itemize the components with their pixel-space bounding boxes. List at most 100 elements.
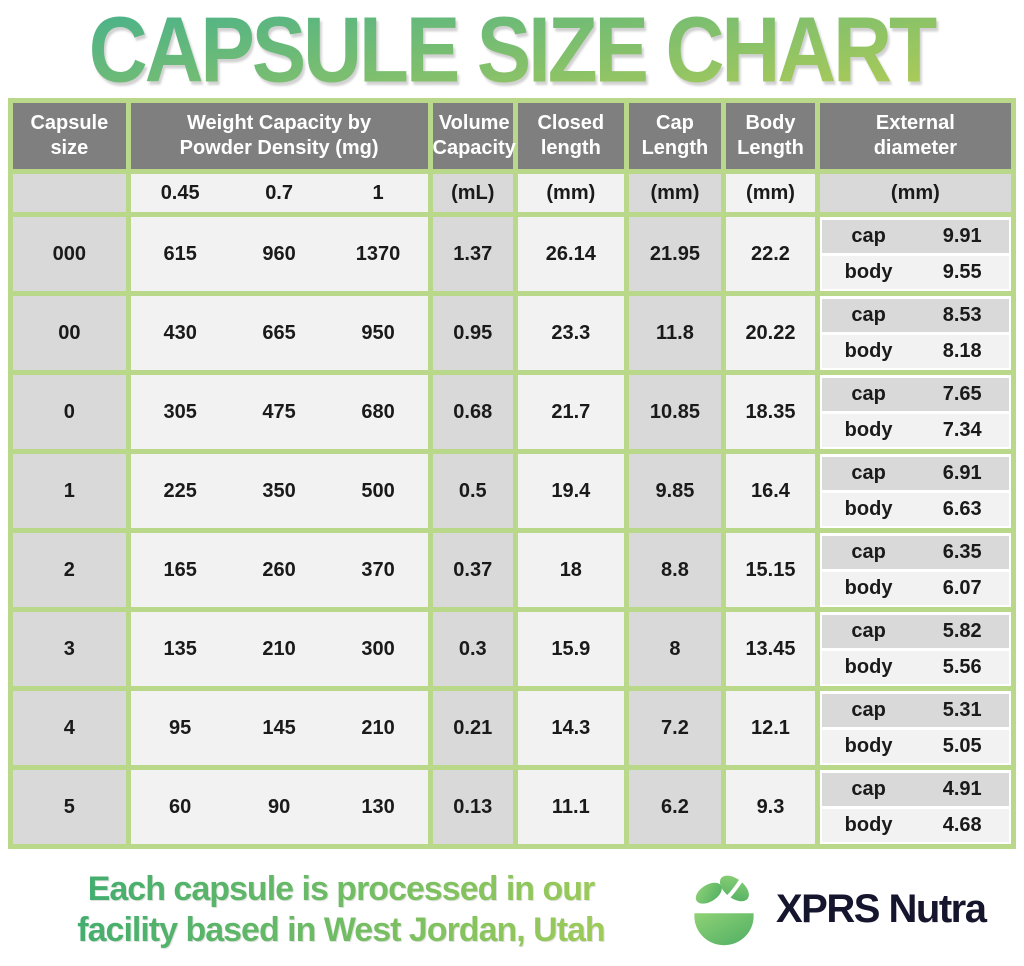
header-body-length: Body Length	[726, 103, 815, 169]
footer-tagline: Each capsule is processed in our facilit…	[10, 869, 672, 951]
volume-capacity-cell: 0.13	[432, 770, 513, 844]
weight-at-0.45: 135	[163, 637, 197, 660]
leaf-bowl-icon	[694, 875, 754, 945]
weight-values-cell: 615 960 1370	[130, 217, 428, 291]
weight-at-0.45: 225	[163, 479, 197, 502]
body-length-cell: 13.45	[726, 612, 815, 686]
header-closed-length-label: Closed length	[537, 112, 605, 159]
weight-values-cell: 305 475 680	[130, 375, 428, 449]
weight-at-1: 500	[361, 479, 395, 502]
title-banner: CAPSULE SIZE CHART	[0, 0, 1024, 98]
external-cap-row: cap 5.31	[821, 693, 1009, 727]
body-length-cell: 22.2	[726, 217, 815, 291]
unit-capsule-size-blank	[13, 174, 126, 212]
header-weight-capacity-label: Weight Capacity by Powder Density (mg)	[179, 112, 379, 159]
external-cap-row: cap 7.65	[821, 377, 1009, 411]
external-cap-label: cap	[851, 461, 886, 484]
weight-at-0.7: 475	[262, 400, 296, 423]
external-body-label: body	[844, 497, 893, 520]
unit-body-length: (mm)	[726, 174, 815, 212]
weight-at-1: 680	[361, 400, 395, 423]
body-length-cell: 20.22	[726, 296, 815, 370]
unit-volume: (mL)	[432, 174, 513, 212]
volume-capacity-cell: 0.68	[432, 375, 513, 449]
page-title: CAPSULE SIZE CHART	[88, 0, 938, 102]
closed-length-cell: 14.3	[518, 691, 624, 765]
header-closed-length: Closed length	[518, 103, 624, 169]
volume-capacity-cell: 0.5	[432, 454, 513, 528]
external-body-row: body 6.07	[821, 571, 1009, 605]
unit-external-diameter: (mm)	[819, 174, 1011, 212]
body-length-cell: 12.1	[726, 691, 815, 765]
density-0.45: 0.45	[160, 181, 200, 204]
external-body-label: body	[844, 734, 893, 757]
closed-length-cell: 26.14	[518, 217, 624, 291]
unit-densities-cell: 0.45 0.7 1	[130, 174, 428, 212]
weight-values-cell: 430 665 950	[130, 296, 428, 370]
external-body-row: body 7.34	[821, 413, 1009, 447]
capsule-size-cell: 000	[13, 217, 126, 291]
unit-closed-length: (mm)	[518, 174, 624, 212]
closed-length-cell: 18	[518, 533, 624, 607]
external-diameter-cell: cap 6.91 body 6.63	[819, 454, 1011, 528]
table-row: 0 305 475 680 0.68 21.7 10.85 18.35 cap …	[13, 375, 1011, 449]
header-cap-length: Cap Length	[628, 103, 722, 169]
weight-values-cell: 165 260 370	[130, 533, 428, 607]
volume-capacity-cell: 0.95	[432, 296, 513, 370]
cap-length-cell: 8.8	[628, 533, 722, 607]
external-cap-label: cap	[851, 698, 886, 721]
external-cap-value: 4.91	[942, 777, 982, 800]
footer: Each capsule is processed in our facilit…	[0, 849, 1024, 951]
table-row: 00 430 665 950 0.95 23.3 11.8 20.22 cap …	[13, 296, 1011, 370]
closed-length-cell: 15.9	[518, 612, 624, 686]
header-body-length-label: Body Length	[737, 112, 804, 159]
external-diameter-cell: cap 5.31 body 5.05	[819, 691, 1011, 765]
external-body-value: 8.18	[942, 339, 982, 362]
external-cap-row: cap 8.53	[821, 298, 1009, 332]
volume-capacity-cell: 0.21	[432, 691, 513, 765]
footer-tagline-line2: facility based in West Jordan, Utah	[77, 910, 605, 949]
external-diameter-cell: cap 6.35 body 6.07	[819, 533, 1011, 607]
weight-at-0.45: 165	[163, 558, 197, 581]
brand-name: XPRS Nutra	[776, 887, 987, 932]
external-cap-value: 5.82	[942, 619, 982, 642]
capsule-size-cell: 0	[13, 375, 126, 449]
external-cap-value: 5.31	[942, 698, 982, 721]
weight-values-cell: 60 90 130	[130, 770, 428, 844]
external-diameter-cell: cap 4.91 body 4.68	[819, 770, 1011, 844]
weight-at-0.45: 615	[163, 242, 197, 265]
weight-at-1: 300	[361, 637, 395, 660]
external-cap-label: cap	[851, 619, 886, 642]
cap-length-cell: 7.2	[628, 691, 722, 765]
external-diameter-cell: cap 5.82 body 5.56	[819, 612, 1011, 686]
capsule-size-table: Capsule size Weight Capacity by Powder D…	[8, 98, 1016, 849]
xprs-nutra-logo: XPRS Nutra	[684, 870, 987, 950]
density-0.7: 0.7	[265, 181, 293, 204]
external-body-value: 5.05	[942, 734, 982, 757]
external-body-value: 7.34	[942, 418, 982, 441]
external-cap-label: cap	[851, 224, 886, 247]
external-cap-row: cap 6.91	[821, 456, 1009, 490]
cap-length-cell: 9.85	[628, 454, 722, 528]
weight-values-cell: 135 210 300	[130, 612, 428, 686]
weight-at-0.7: 210	[262, 637, 296, 660]
external-cap-row: cap 9.91	[821, 219, 1009, 253]
capsule-size-cell: 3	[13, 612, 126, 686]
table-row: 5 60 90 130 0.13 11.1 6.2 9.3 cap 4.91 b…	[13, 770, 1011, 844]
weight-at-0.45: 60	[169, 795, 192, 818]
external-cap-row: cap 6.35	[821, 535, 1009, 569]
external-cap-value: 8.53	[942, 303, 982, 326]
external-diameter-cell: cap 8.53 body 8.18	[819, 296, 1011, 370]
header-external-diameter-label: External diameter	[873, 112, 958, 159]
cap-length-cell: 21.95	[628, 217, 722, 291]
weight-values-cell: 225 350 500	[130, 454, 428, 528]
external-cap-value: 6.35	[942, 540, 982, 563]
capsule-size-cell: 1	[13, 454, 126, 528]
external-cap-value: 7.65	[942, 382, 982, 405]
weight-at-0.7: 350	[262, 479, 296, 502]
table-row: 1 225 350 500 0.5 19.4 9.85 16.4 cap 6.9…	[13, 454, 1011, 528]
external-body-label: body	[844, 655, 893, 678]
header-volume-capacity: Volume Capacity	[432, 103, 516, 169]
header-external-diameter: External diameter	[819, 103, 1011, 169]
cap-length-cell: 10.85	[628, 375, 722, 449]
